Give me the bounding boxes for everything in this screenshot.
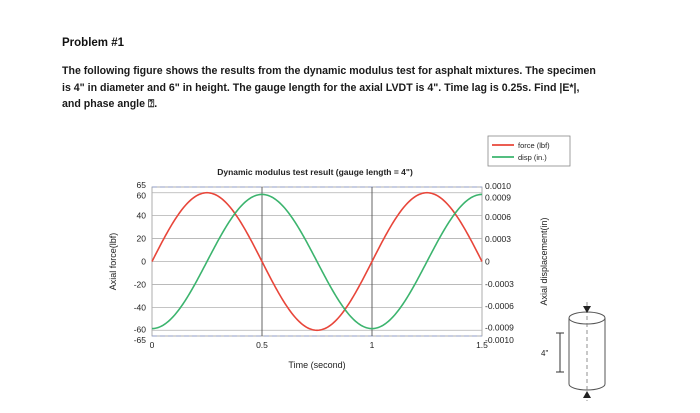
legend-label: disp (in.) (518, 153, 547, 162)
problem-heading: Problem #1 (62, 37, 124, 49)
legend-label: force (lbf) (518, 141, 550, 150)
specimen-diagram: 4" (541, 302, 606, 401)
y-tick-label-right: 0.0003 (485, 234, 511, 244)
y-tick-label-left: -60 (134, 324, 147, 334)
y-tick-label-right: -0.0003 (485, 279, 514, 289)
load-arrow-top (583, 306, 591, 313)
x-tick-label: 0 (150, 340, 155, 350)
y-tick-label-right: -0.0006 (485, 301, 514, 311)
x-tick-label: 1.5 (476, 340, 488, 350)
y-axis-label-right: Axial displacement(in) (539, 217, 549, 305)
y-tick-label-right: 0.0006 (485, 212, 511, 222)
y-tick-label-left: 40 (137, 211, 147, 221)
y-tick-label-right: -0.0009 (485, 323, 514, 333)
x-tick-label: 0.5 (256, 340, 268, 350)
x-tick-label: 1 (370, 340, 375, 350)
y-tick-label-right: 0.0009 (485, 192, 511, 202)
y-axis-label-left: Axial force(lbf) (108, 233, 118, 291)
y-tick-label-left: 20 (137, 234, 147, 244)
chart-title: Dynamic modulus test result (gauge lengt… (217, 167, 413, 177)
problem-statement: The following figure shows the results f… (62, 63, 662, 113)
load-arrow-bottom (583, 391, 591, 398)
y-tick-label-left: 60 (137, 191, 147, 201)
y-tick-label-left: 65 (137, 180, 147, 190)
y-tick-label-right: -0.0010 (485, 335, 514, 345)
y-tick-label-left: -40 (134, 302, 147, 312)
y-tick-label-left: -20 (134, 279, 147, 289)
problem-line-2: is 4" in diameter and 6" in height. The … (62, 81, 580, 94)
x-axis-label: Time (second) (288, 360, 345, 370)
gauge-length-label: 4" (541, 349, 548, 358)
y-tick-label-right: 0 (485, 257, 490, 267)
y-tick-label-left: -65 (134, 335, 147, 345)
legend-box (487, 135, 571, 167)
problem-line-1: The following figure shows the results f… (62, 65, 596, 77)
problem-line-3: and phase angle ⍰. (62, 98, 158, 110)
y-tick-label-right: 0.0010 (485, 181, 511, 191)
y-tick-label-left: 0 (141, 257, 146, 267)
